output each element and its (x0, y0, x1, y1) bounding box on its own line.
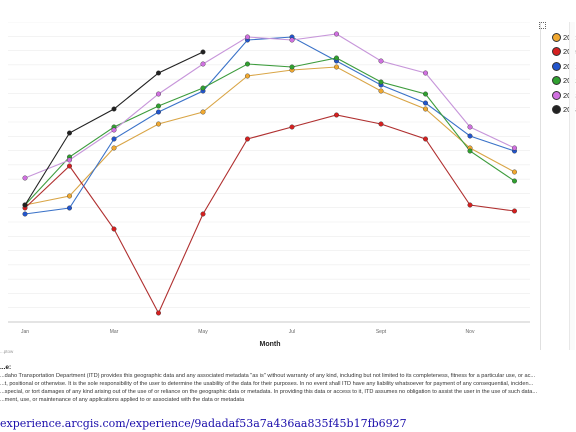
data-point-2023[interactable] (66, 157, 72, 163)
x-tick-label: Mar (110, 329, 119, 335)
data-point-2022[interactable] (378, 79, 384, 85)
data-point-2019[interactable] (378, 88, 384, 94)
data-point-2019[interactable] (512, 169, 518, 175)
source-url-link[interactable]: experience.arcgis.com/experience/9adadaf… (0, 417, 407, 430)
data-point-2022[interactable] (155, 103, 161, 109)
x-tick-label: Jan (21, 329, 29, 335)
data-point-2020[interactable] (200, 211, 206, 217)
data-point-2020[interactable] (111, 226, 117, 232)
data-point-2021[interactable] (423, 100, 429, 106)
data-point-2021[interactable] (22, 211, 28, 217)
data-point-2021[interactable] (155, 109, 161, 115)
data-point-2022[interactable] (512, 178, 518, 184)
data-point-2023[interactable] (512, 145, 518, 151)
legend-swatch (552, 90, 561, 100)
data-point-2024[interactable] (22, 202, 28, 208)
data-point-2022[interactable] (423, 91, 429, 97)
data-point-2024[interactable] (155, 70, 161, 76)
data-point-2023[interactable] (155, 91, 161, 97)
x-tick-label: May (198, 329, 208, 335)
data-point-2022[interactable] (289, 64, 295, 70)
data-point-2024[interactable] (111, 106, 117, 112)
vertical-scrollbar[interactable] (569, 22, 575, 350)
data-point-2020[interactable] (512, 208, 518, 214)
data-point-2020[interactable] (334, 112, 340, 118)
legend-swatch (552, 47, 561, 56)
data-point-2023[interactable] (22, 175, 28, 181)
series-line-2019 (24, 66, 515, 206)
data-point-2021[interactable] (111, 136, 117, 142)
data-point-2022[interactable] (467, 148, 473, 154)
data-point-2023[interactable] (423, 70, 429, 76)
series-line-2022 (24, 57, 515, 206)
series-line-2021 (24, 36, 515, 215)
line-chart: Jan Mar May Jul Sept Nov Month (8, 22, 530, 348)
data-point-2020[interactable] (467, 202, 473, 208)
x-tick-label: Sept (376, 329, 387, 335)
chart-plot-area: Jan Mar May Jul Sept Nov Month (0, 22, 541, 350)
data-point-2023[interactable] (200, 61, 206, 67)
x-axis: Jan Mar May Jul Sept Nov (8, 321, 530, 335)
data-point-2023[interactable] (378, 58, 384, 64)
data-point-2020[interactable] (244, 136, 250, 142)
series-line-2020 (24, 114, 515, 315)
data-point-2019[interactable] (423, 106, 429, 112)
x-axis-title: Month (260, 341, 281, 348)
x-tick-label: Jul (289, 329, 295, 335)
data-point-2019[interactable] (66, 193, 72, 199)
series-line-2023 (24, 33, 515, 179)
data-point-2024[interactable] (66, 130, 72, 136)
legend-swatch (552, 61, 561, 71)
data-point-2020[interactable] (378, 121, 384, 127)
data-point-2021[interactable] (66, 205, 72, 211)
legend-swatch (552, 32, 561, 42)
legend-options-icon[interactable] (539, 22, 546, 29)
data-point-2022[interactable] (244, 61, 250, 67)
legend-swatch (552, 76, 561, 85)
disclaimer-section: ...e: ...daho Transportation Department … (0, 356, 576, 412)
data-point-2024[interactable] (200, 49, 206, 55)
data-point-2023[interactable] (244, 34, 250, 40)
gridlines (8, 22, 530, 323)
data-point-2021[interactable] (467, 133, 473, 139)
data-point-2023[interactable] (289, 37, 295, 43)
series-lines (24, 33, 515, 315)
x-tick-label: Nov (466, 329, 475, 335)
data-point-2022[interactable] (334, 55, 340, 61)
data-point-2023[interactable] (467, 124, 473, 130)
data-point-2020[interactable] (289, 124, 295, 130)
data-point-2020[interactable] (155, 310, 161, 316)
disclaimer-title: ...e: (0, 364, 12, 371)
data-point-2019[interactable] (334, 64, 340, 70)
data-point-2020[interactable] (66, 163, 72, 169)
data-point-2019[interactable] (155, 121, 161, 127)
chart-footnote: ...ptow (0, 349, 14, 354)
data-point-2019[interactable] (200, 109, 206, 115)
disclaimer-text: ...daho Transportation Department (ITD) … (0, 373, 537, 403)
data-point-2020[interactable] (423, 136, 429, 142)
data-point-2019[interactable] (244, 73, 250, 79)
legend-swatch (552, 105, 561, 114)
data-point-2023[interactable] (111, 127, 117, 133)
data-point-2022[interactable] (200, 85, 206, 91)
series-points (22, 31, 518, 316)
data-point-2019[interactable] (111, 145, 117, 151)
data-point-2023[interactable] (334, 31, 340, 37)
